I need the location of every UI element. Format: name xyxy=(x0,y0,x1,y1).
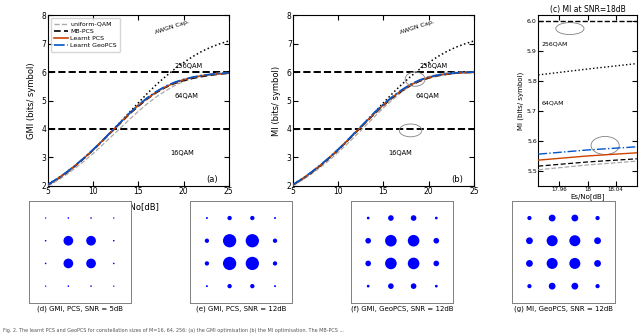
Point xyxy=(202,283,212,289)
Point xyxy=(363,215,373,221)
Text: 256QAM: 256QAM xyxy=(420,63,448,69)
Point xyxy=(547,215,557,221)
Point xyxy=(593,238,603,244)
Point xyxy=(225,261,235,266)
Text: Fig. 2. The learnt PCS and GeoPCS for constellation sizes of M=16, 64, 256: (a) : Fig. 2. The learnt PCS and GeoPCS for co… xyxy=(3,328,344,333)
X-axis label: (d) GMI, PCS, SNR = 5dB: (d) GMI, PCS, SNR = 5dB xyxy=(36,306,123,313)
Point xyxy=(247,283,257,289)
Point xyxy=(386,238,396,244)
Text: AWGN Cap.: AWGN Cap. xyxy=(155,19,190,35)
X-axis label: (g) MI, GeoPCS, SNR = 12dB: (g) MI, GeoPCS, SNR = 12dB xyxy=(514,306,613,313)
Point xyxy=(40,238,51,244)
Y-axis label: MI (bits/ symbol): MI (bits/ symbol) xyxy=(518,71,524,130)
Point xyxy=(247,215,257,221)
Text: 16QAM: 16QAM xyxy=(388,150,412,156)
X-axis label: Es/No[dB]: Es/No[dB] xyxy=(117,202,159,211)
Point xyxy=(225,238,235,244)
Text: 16QAM: 16QAM xyxy=(170,150,194,156)
Point xyxy=(225,215,235,221)
X-axis label: Es/No[dB]: Es/No[dB] xyxy=(570,194,605,200)
Point xyxy=(270,215,280,221)
Point xyxy=(524,215,534,221)
Text: 256QAM: 256QAM xyxy=(541,41,568,46)
Point xyxy=(202,215,212,221)
Point xyxy=(40,215,51,221)
Point xyxy=(386,283,396,289)
Text: 64QAM: 64QAM xyxy=(175,93,198,99)
Point xyxy=(270,238,280,244)
X-axis label: Es/No[dB]: Es/No[dB] xyxy=(362,202,404,211)
Point xyxy=(363,283,373,289)
Y-axis label: MI (bits/ symbol): MI (bits/ symbol) xyxy=(272,65,282,136)
Text: 64QAM: 64QAM xyxy=(415,93,439,99)
Point xyxy=(408,261,419,266)
Point xyxy=(593,261,603,266)
Point xyxy=(109,215,119,221)
Point xyxy=(408,215,419,221)
Point xyxy=(270,261,280,266)
Point xyxy=(570,261,580,266)
Point xyxy=(40,283,51,289)
Point xyxy=(247,261,257,266)
Text: (a): (a) xyxy=(206,175,218,184)
Point xyxy=(431,283,442,289)
Point xyxy=(225,283,235,289)
Title: (c) MI at SNR=18dB: (c) MI at SNR=18dB xyxy=(550,5,625,14)
Point xyxy=(109,238,119,244)
Point xyxy=(247,238,257,244)
X-axis label: (f) GMI, GeoPCS, SNR = 12dB: (f) GMI, GeoPCS, SNR = 12dB xyxy=(351,306,454,313)
Point xyxy=(109,283,119,289)
Point xyxy=(202,238,212,244)
Point xyxy=(363,238,373,244)
Point xyxy=(86,283,96,289)
Text: 256QAM: 256QAM xyxy=(175,63,203,69)
Point xyxy=(547,238,557,244)
Point xyxy=(408,283,419,289)
Point xyxy=(63,283,74,289)
Point xyxy=(593,215,603,221)
Point xyxy=(570,283,580,289)
Point xyxy=(524,283,534,289)
Point xyxy=(547,261,557,266)
Point xyxy=(570,215,580,221)
Point xyxy=(86,261,96,266)
Text: AWGN Cap.: AWGN Cap. xyxy=(400,19,435,35)
Point xyxy=(363,261,373,266)
Point xyxy=(408,238,419,244)
Point xyxy=(63,261,74,266)
Point xyxy=(593,283,603,289)
Text: (b): (b) xyxy=(451,175,463,184)
Point xyxy=(202,261,212,266)
Point xyxy=(109,261,119,266)
Point xyxy=(270,283,280,289)
Point xyxy=(63,238,74,244)
Point xyxy=(431,261,442,266)
Point xyxy=(431,215,442,221)
Point xyxy=(547,283,557,289)
Point xyxy=(386,215,396,221)
Point xyxy=(86,238,96,244)
Text: 64QAM: 64QAM xyxy=(541,101,564,106)
Point xyxy=(386,261,396,266)
Point xyxy=(431,238,442,244)
X-axis label: (e) GMI, PCS, SNR = 12dB: (e) GMI, PCS, SNR = 12dB xyxy=(196,306,286,313)
Legend: uniform-QAM, MB-PCS, Learnt PCS, Learnt GeoPCS: uniform-QAM, MB-PCS, Learnt PCS, Learnt … xyxy=(51,18,120,52)
Point xyxy=(40,261,51,266)
Point xyxy=(524,238,534,244)
Point xyxy=(570,238,580,244)
Point xyxy=(86,215,96,221)
Y-axis label: GMI (bits/ symbol): GMI (bits/ symbol) xyxy=(27,62,36,139)
Point xyxy=(524,261,534,266)
Point xyxy=(63,215,74,221)
